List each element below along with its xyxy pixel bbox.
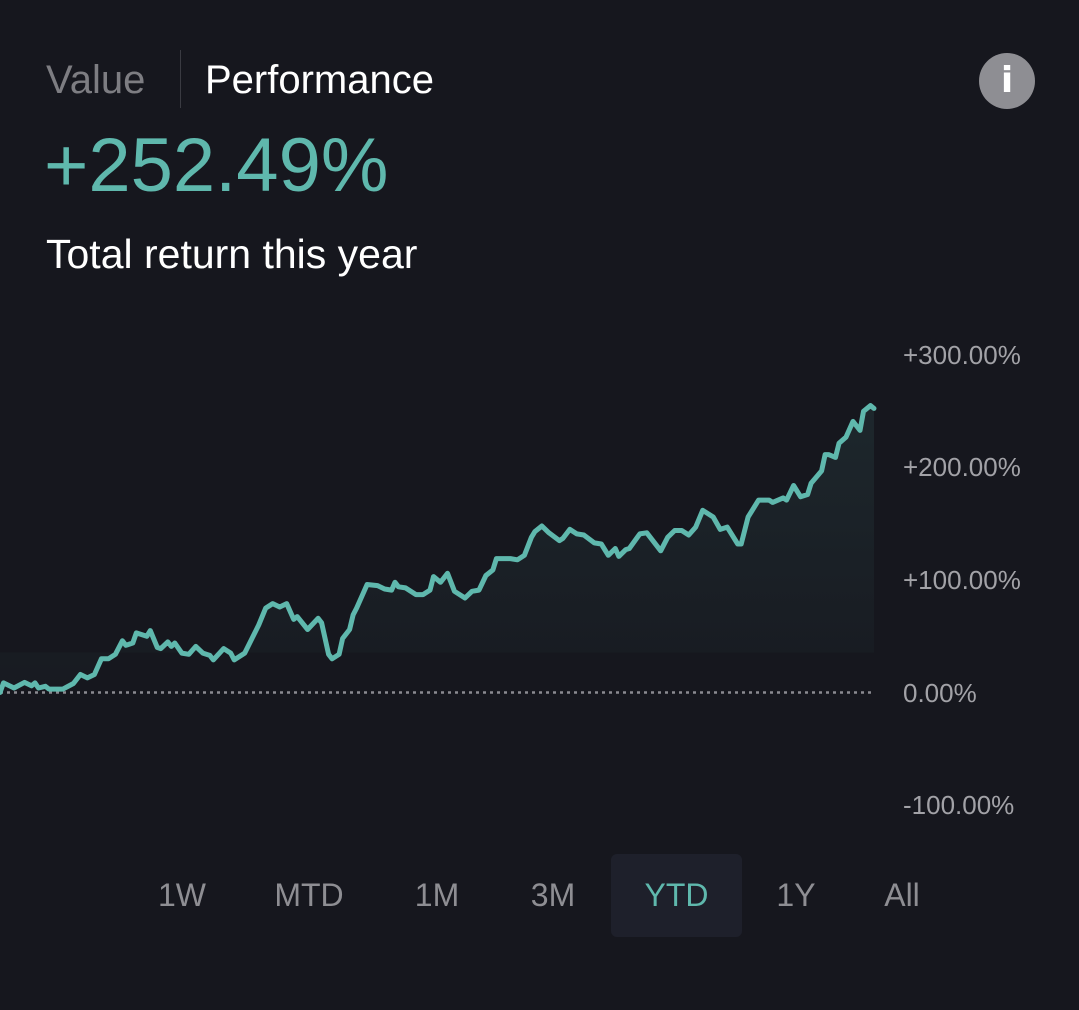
- y-tick-label: +100.00%: [903, 565, 1021, 595]
- y-tick-label: +200.00%: [903, 452, 1021, 482]
- range-1y-button[interactable]: 1Y: [776, 877, 816, 913]
- range-1m-button[interactable]: 1M: [414, 877, 460, 913]
- y-tick-label: -100.00%: [903, 790, 1015, 820]
- total-return-value: +252.49%: [44, 123, 389, 208]
- tab-performance[interactable]: Performance: [205, 58, 434, 102]
- tab-value[interactable]: Value: [46, 58, 146, 102]
- range-1w-button[interactable]: 1W: [158, 877, 206, 913]
- tab-divider: [180, 50, 181, 108]
- series-line-performance: [0, 403, 877, 695]
- total-return-caption: Total return this year: [46, 231, 418, 277]
- area-fill: [0, 405, 874, 693]
- y-tick-label: +300.00%: [903, 340, 1021, 370]
- range-ytd-button[interactable]: YTD: [611, 854, 742, 937]
- y-tick-label: 0.00%: [903, 678, 977, 708]
- info-icon[interactable]: i: [979, 53, 1035, 109]
- range-all-button[interactable]: All: [884, 877, 920, 913]
- range-mtd-button[interactable]: MTD: [274, 877, 344, 913]
- range-3m-button[interactable]: 3M: [530, 877, 576, 913]
